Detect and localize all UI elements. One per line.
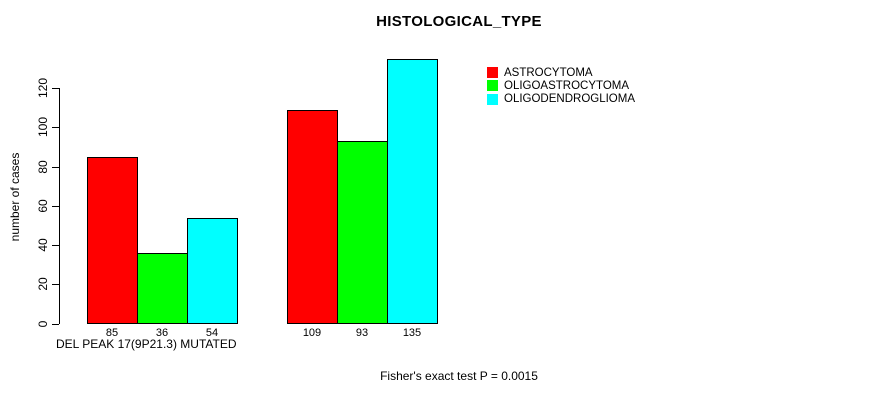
legend-label: OLIGODENDROGLIOMA <box>504 93 635 106</box>
bar-astrocytoma <box>287 109 338 325</box>
bar-value-label: 135 <box>402 326 422 339</box>
legend-label: ASTROCYTOMA <box>504 66 593 79</box>
y-axis-tick-label: 40 <box>36 238 50 252</box>
bar-value-label: 93 <box>355 326 369 339</box>
bar-oligoastrocytoma <box>337 141 388 325</box>
legend-item-oligodendroglioma: OLIGODENDROGLIOMA <box>487 93 635 106</box>
y-axis-tick-label: 60 <box>36 199 50 213</box>
legend-item-astrocytoma: ASTROCYTOMA <box>487 66 635 79</box>
bar-value-label: 54 <box>205 326 219 339</box>
y-axis-tick <box>52 127 59 129</box>
bar-oligodendroglioma <box>187 217 238 325</box>
bar-oligoastrocytoma <box>137 252 188 325</box>
y-axis-tick <box>52 245 59 247</box>
bar-value-label: 85 <box>105 326 119 339</box>
bar-value-label: 36 <box>155 326 169 339</box>
x-group-label: DEL PEAK 17(9P21.3) MUTATED <box>56 337 237 351</box>
legend-swatch <box>487 80 498 92</box>
y-axis-tick <box>52 88 59 90</box>
legend-swatch <box>487 67 498 79</box>
chart-title: HISTOLOGICAL_TYPE <box>376 13 542 30</box>
y-axis-line <box>59 88 60 325</box>
y-axis-tick <box>52 166 59 168</box>
legend-swatch <box>487 93 498 105</box>
y-axis-tick-label: 80 <box>36 159 50 174</box>
y-axis-label: number of cases <box>8 152 22 242</box>
y-axis-tick <box>52 205 59 207</box>
stats-annotation: Fisher's exact test P = 0.0015 <box>380 369 538 383</box>
bar-astrocytoma <box>87 156 138 325</box>
y-axis-tick-label: 100 <box>36 117 50 138</box>
y-axis-tick-label: 20 <box>36 277 50 291</box>
bar-value-label: 109 <box>302 326 322 339</box>
legend-item-oligoastrocytoma: OLIGOASTROCYTOMA <box>487 79 635 92</box>
y-axis-tick-label: 0 <box>36 320 50 327</box>
legend-label: OLIGOASTROCYTOMA <box>504 79 630 92</box>
y-axis-tick <box>52 323 59 325</box>
bar-oligodendroglioma <box>387 58 438 325</box>
y-axis-tick <box>52 284 59 286</box>
y-axis-tick-label: 120 <box>36 78 50 99</box>
legend: ASTROCYTOMA OLIGOASTROCYTOMA OLIGODENDROGL… <box>487 66 635 106</box>
